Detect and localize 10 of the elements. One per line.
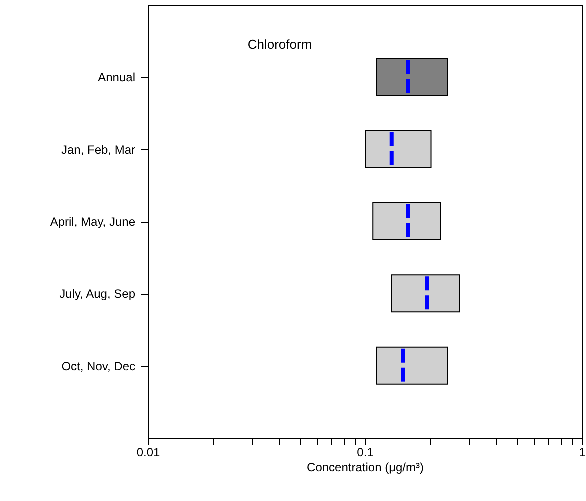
x-tick-label: 0.01 <box>136 446 160 460</box>
x-tick-label: 1 <box>579 446 586 460</box>
text: Chloroform <box>248 37 312 52</box>
y-tick-label: April, May, June <box>50 215 136 229</box>
y-tick-label: Annual <box>98 70 136 85</box>
y-tick-label: Jan, Feb, Mar <box>61 142 136 157</box>
x-tick-label: 0.1 <box>357 446 374 460</box>
x-axis-title: Concentration (μg/m³) <box>307 460 424 474</box>
y-tick-label: Oct, Nov, Dec <box>62 359 136 374</box>
y-tick-label: July, Aug, Sep <box>60 287 136 302</box>
